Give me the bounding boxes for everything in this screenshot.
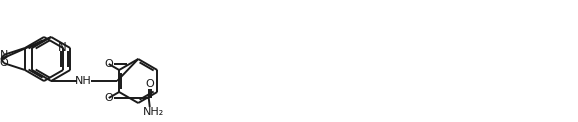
Text: N: N xyxy=(0,50,8,60)
Text: NH₂: NH₂ xyxy=(143,107,164,117)
Text: O: O xyxy=(0,58,9,68)
Text: NH: NH xyxy=(75,76,91,86)
Text: N: N xyxy=(58,41,66,55)
Text: O: O xyxy=(145,79,154,89)
Text: O: O xyxy=(105,59,113,69)
Text: O: O xyxy=(105,93,113,103)
